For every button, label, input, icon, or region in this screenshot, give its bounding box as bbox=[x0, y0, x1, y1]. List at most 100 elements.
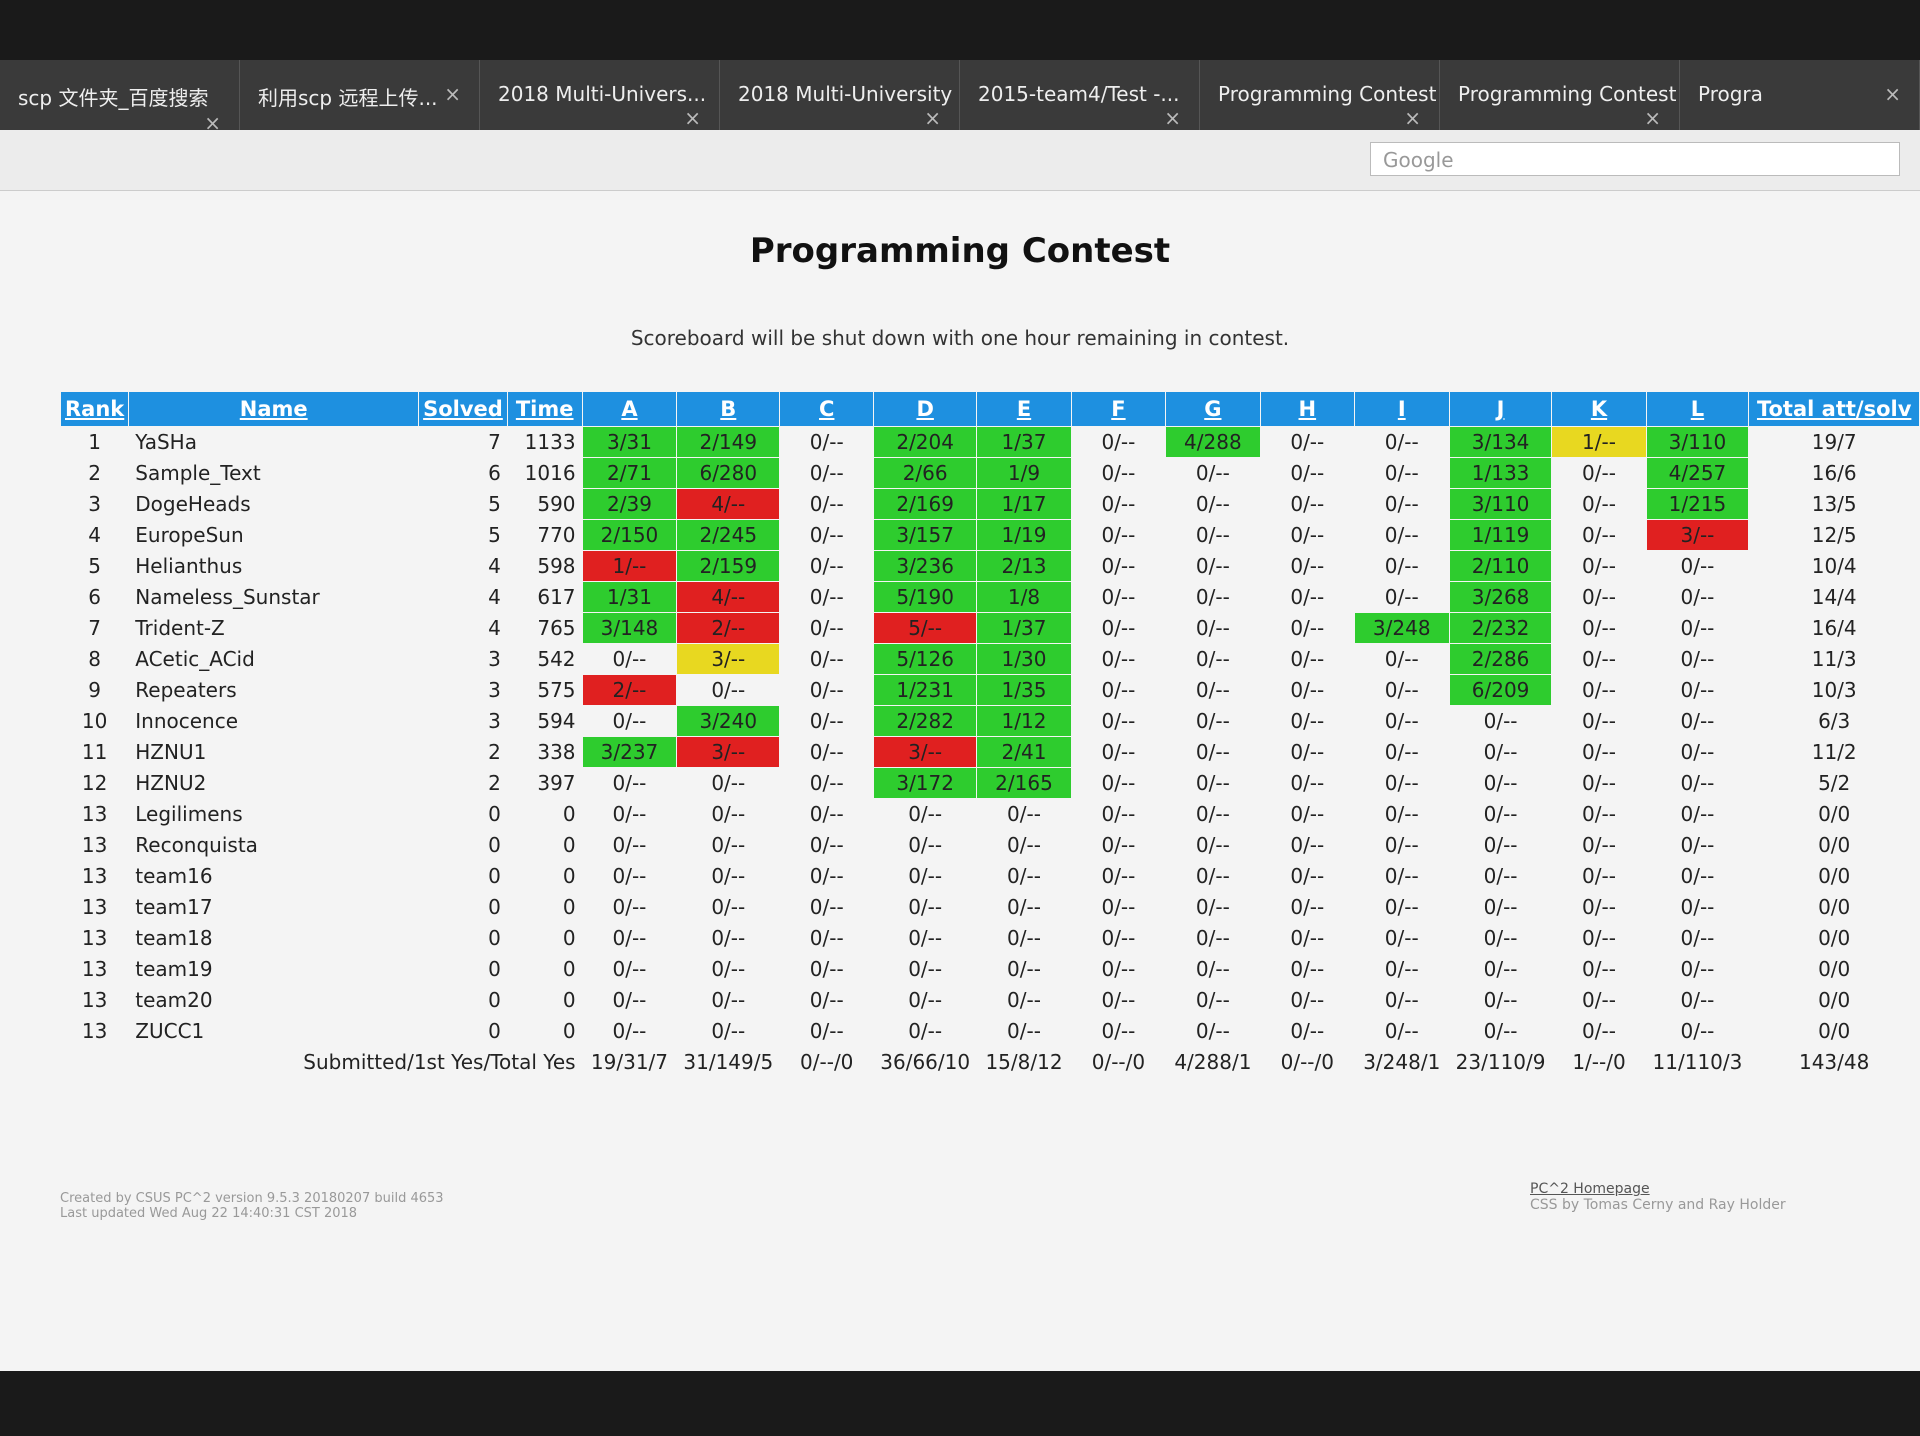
problem-cell: 0/-- bbox=[873, 829, 978, 861]
problem-cell: 0/-- bbox=[1645, 798, 1750, 830]
solved: 3 bbox=[418, 674, 508, 706]
problem-cell: 0/-- bbox=[1551, 550, 1647, 582]
problem-cell: 0/-- bbox=[1070, 953, 1166, 985]
solved: 0 bbox=[418, 984, 508, 1016]
problem-cell: 0/-- bbox=[1164, 457, 1261, 489]
solved: 0 bbox=[418, 860, 508, 892]
problem-cell: 0/-- bbox=[1259, 829, 1355, 861]
problem-cell: 0/-- bbox=[1645, 581, 1750, 613]
problem-cell: 0/-- bbox=[676, 829, 781, 861]
total: 5/2 bbox=[1748, 767, 1920, 799]
problem-cell: 5/190 bbox=[873, 581, 978, 613]
tab[interactable]: 2018 Multi-Univers... bbox=[480, 60, 720, 130]
problem-cell: 0/-- bbox=[1645, 984, 1750, 1016]
column-header[interactable]: J bbox=[1448, 391, 1553, 427]
tab[interactable]: scp 文件夹_百度搜索 bbox=[0, 60, 240, 130]
homepage-link[interactable]: PC^2 Homepage bbox=[1530, 1181, 1650, 1197]
problem-cell: 0/-- bbox=[1164, 798, 1261, 830]
tab[interactable]: Progra bbox=[1680, 60, 1920, 130]
solved: 0 bbox=[418, 829, 508, 861]
problem-cell: 4/257 bbox=[1645, 457, 1750, 489]
tab[interactable]: 利用scp 远程上传... bbox=[240, 60, 480, 130]
problem-cell: 0/-- bbox=[873, 860, 978, 892]
total: 0/0 bbox=[1748, 860, 1920, 892]
problem-cell: 0/-- bbox=[976, 860, 1072, 892]
solved: 4 bbox=[418, 612, 508, 644]
problem-cell: 0/-- bbox=[1551, 1015, 1647, 1047]
created-note: Created by CSUS PC^2 version 9.5.3 20180… bbox=[60, 1191, 444, 1206]
solved: 0 bbox=[418, 953, 508, 985]
subtitle: Scoreboard will be shut down with one ho… bbox=[630, 326, 1290, 350]
solved: 4 bbox=[418, 581, 508, 613]
problem-cell: 0/-- bbox=[676, 767, 781, 799]
column-header[interactable]: I bbox=[1353, 391, 1450, 427]
column-header[interactable]: G bbox=[1164, 391, 1261, 427]
solved: 2 bbox=[418, 767, 508, 799]
problem-cell: 0/-- bbox=[1070, 426, 1166, 458]
problem-cell: 0/-- bbox=[1353, 736, 1450, 768]
problem-cell: 0/-- bbox=[1551, 581, 1647, 613]
team-name: team18 bbox=[128, 922, 420, 954]
summary-cell: 4/288/1 bbox=[1164, 1046, 1261, 1078]
team-name: team16 bbox=[128, 860, 420, 892]
total: 14/4 bbox=[1748, 581, 1920, 613]
problem-cell: 4/-- bbox=[676, 488, 781, 520]
problem-cell: 0/-- bbox=[1353, 891, 1450, 923]
summary-cell: 23/110/9 bbox=[1448, 1046, 1553, 1078]
problem-cell: 0/-- bbox=[779, 922, 875, 954]
column-header[interactable]: Rank bbox=[59, 391, 130, 427]
problem-cell: 0/-- bbox=[1259, 798, 1355, 830]
problem-cell: 0/-- bbox=[1164, 953, 1261, 985]
column-header[interactable]: Name bbox=[128, 391, 420, 427]
problem-cell: 0/-- bbox=[976, 798, 1072, 830]
column-header[interactable]: D bbox=[873, 391, 978, 427]
column-header[interactable]: C bbox=[779, 391, 875, 427]
column-header[interactable]: F bbox=[1070, 391, 1166, 427]
column-header[interactable]: E bbox=[976, 391, 1072, 427]
column-header[interactable]: L bbox=[1645, 391, 1750, 427]
column-header[interactable]: Total att/solv bbox=[1748, 391, 1920, 427]
tab[interactable]: Programming Contest bbox=[1440, 60, 1680, 130]
problem-cell: 0/-- bbox=[1259, 674, 1355, 706]
team-row: 10 Innocence 3 594 0/-- 3/240 0/-- 2/282 1/12 0/-… bbox=[59, 705, 1920, 737]
tab[interactable]: Programming Contest bbox=[1200, 60, 1440, 130]
problem-cell: 0/-- bbox=[1164, 674, 1261, 706]
problem-cell: 0/-- bbox=[779, 457, 875, 489]
problem-cell: 3/-- bbox=[1645, 519, 1750, 551]
problem-cell: 0/-- bbox=[1070, 581, 1166, 613]
team-row: 8 ACetic_ACid 3 542 0/-- 3/-- 0/-- 5/126 1/30 0/-… bbox=[59, 643, 1920, 675]
problem-cell: 0/-- bbox=[1259, 550, 1355, 582]
tab[interactable]: 2018 Multi-University ... bbox=[720, 60, 960, 130]
column-header[interactable]: Solved bbox=[418, 391, 508, 427]
column-header[interactable]: B bbox=[676, 391, 781, 427]
summary-total: 143/48 bbox=[1748, 1046, 1920, 1078]
problem-cell: 0/-- bbox=[1070, 767, 1166, 799]
search-box[interactable]: Google bbox=[1370, 142, 1900, 176]
problem-cell: 2/-- bbox=[581, 674, 678, 706]
team-row: 13 team16 0 0 0/-- 0/-- 0/-- 0/-- 0/-- 0/-- 0/-- 0/… bbox=[59, 860, 1920, 892]
column-header[interactable]: H bbox=[1259, 391, 1355, 427]
problem-cell: 0/-- bbox=[1259, 457, 1355, 489]
problem-cell: 1/133 bbox=[1448, 457, 1553, 489]
rank: 8 bbox=[59, 643, 130, 675]
problem-cell: 2/149 bbox=[676, 426, 781, 458]
column-header[interactable]: K bbox=[1551, 391, 1647, 427]
problem-cell: 2/286 bbox=[1448, 643, 1553, 675]
time: 338 bbox=[506, 736, 583, 768]
problem-cell: 3/236 bbox=[873, 550, 978, 582]
problem-cell: 0/-- bbox=[1448, 767, 1553, 799]
tab[interactable]: 2015-team4/Test -... bbox=[960, 60, 1200, 130]
problem-cell: 0/-- bbox=[779, 860, 875, 892]
problem-cell: 0/-- bbox=[1070, 984, 1166, 1016]
problem-cell: 0/-- bbox=[1070, 922, 1166, 954]
column-header[interactable]: A bbox=[581, 391, 678, 427]
time: 0 bbox=[506, 891, 583, 923]
summary-cell: 0/--/0 bbox=[779, 1046, 875, 1078]
problem-cell: 0/-- bbox=[873, 984, 978, 1016]
problem-cell: 0/-- bbox=[1645, 891, 1750, 923]
summary-cell: 15/8/12 bbox=[976, 1046, 1072, 1078]
column-header[interactable]: Time bbox=[506, 391, 583, 427]
problem-cell: 0/-- bbox=[873, 891, 978, 923]
problem-cell: 0/-- bbox=[1259, 984, 1355, 1016]
rank: 2 bbox=[59, 457, 130, 489]
